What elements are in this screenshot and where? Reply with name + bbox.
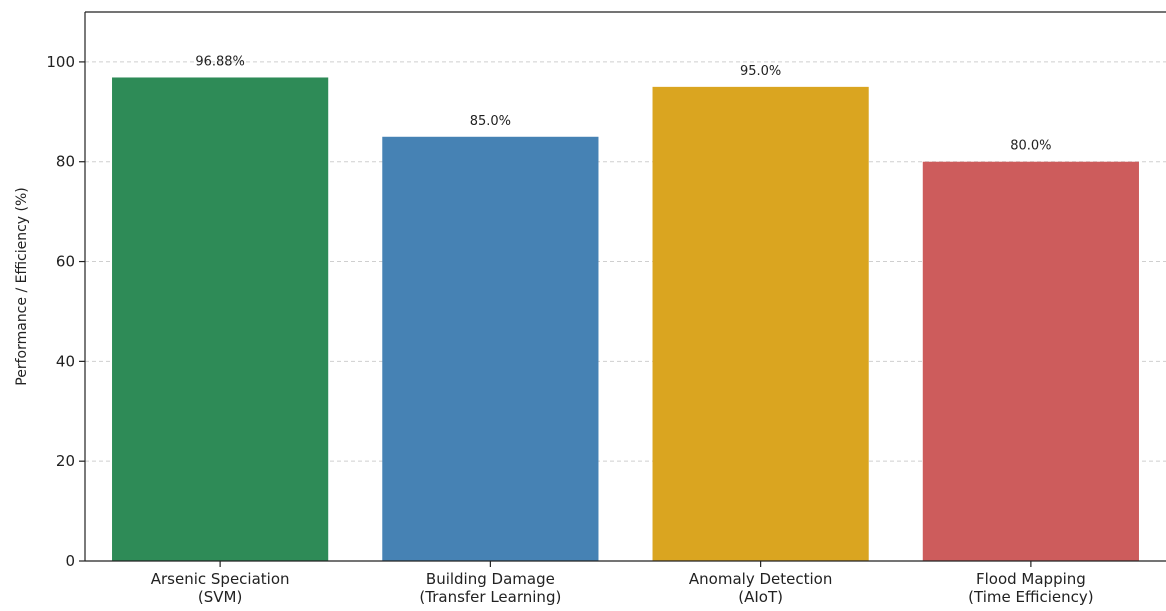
- y-axis-title: Performance / Efficiency (%): [14, 187, 30, 385]
- bar-4: [922, 161, 1139, 561]
- labels: 0 20 40 60 80 100 96.88% Arsenic Speciation (SVM…: [46, 53, 1093, 606]
- bar-value-label-3: 95.0%: [740, 64, 781, 79]
- x-tick-label-3: Anomaly Detection (AIoT): [689, 570, 832, 606]
- bar-3: [652, 86, 869, 561]
- bar-2: [382, 136, 599, 562]
- gridlines: [85, 61, 1166, 462]
- y-tick-label-100: 100: [46, 53, 75, 71]
- y-tick-label-0: 0: [65, 552, 75, 570]
- bar-value-label-1: 96.88%: [195, 54, 245, 69]
- y-tick-label-60: 60: [56, 253, 75, 271]
- axes: [84, 11, 1166, 562]
- bar-value-label-2: 85.0%: [470, 114, 511, 129]
- bar-1: [112, 77, 329, 562]
- x-tick-label-4: Flood Mapping (Time Efficiency): [968, 570, 1093, 606]
- y-tick-label-40: 40: [56, 352, 75, 370]
- x-tick-label-1: Arsenic Speciation (SVM): [151, 570, 290, 606]
- y-tick-label-20: 20: [56, 452, 75, 470]
- bars: [112, 77, 1139, 562]
- x-tick-label-2: Building Damage (Transfer Learning): [419, 570, 561, 606]
- y-tick-label-80: 80: [56, 153, 75, 171]
- bar-value-label-4: 80.0%: [1010, 139, 1051, 154]
